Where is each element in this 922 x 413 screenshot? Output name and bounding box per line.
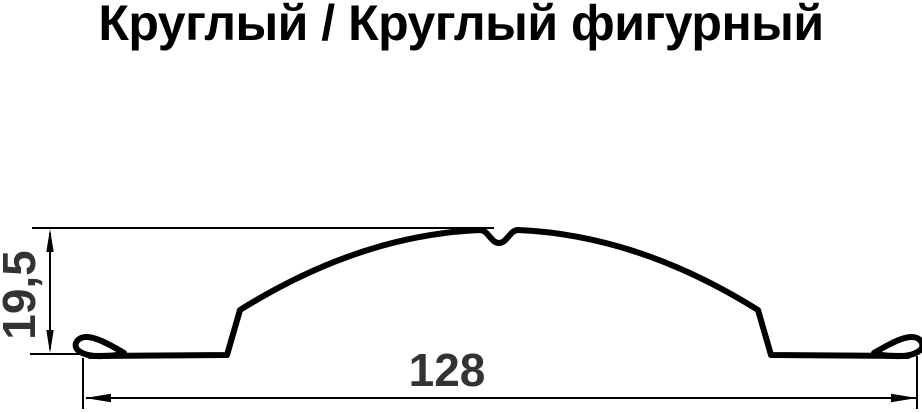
height-dimension-label: 19,5 — [0, 250, 45, 340]
width-dimension — [82, 356, 918, 409]
right-hem-loop — [871, 333, 922, 360]
page-title: Круглый / Круглый фигурный — [98, 0, 824, 51]
width-dimension-label: 128 — [408, 344, 486, 396]
height-dimension — [30, 227, 494, 355]
width-arrow-right — [891, 393, 917, 403]
width-arrow-left — [85, 393, 111, 403]
left-hem-loop — [72, 333, 127, 360]
picket-profile — [72, 227, 922, 360]
height-arrow-up — [46, 229, 54, 252]
height-arrow-down — [46, 330, 54, 353]
profile-outline — [87, 227, 911, 359]
